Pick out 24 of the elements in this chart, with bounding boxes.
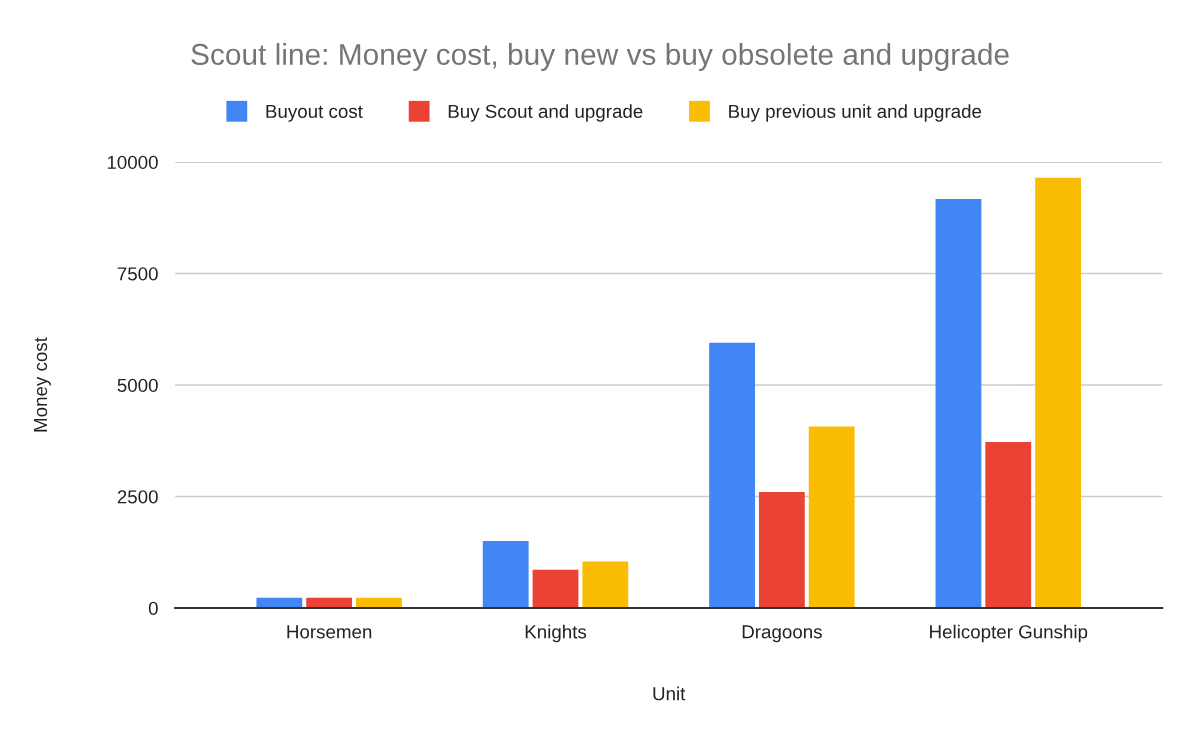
bar bbox=[709, 342, 755, 608]
y-tick-label: 7500 bbox=[117, 267, 158, 281]
bar bbox=[482, 541, 529, 608]
bar bbox=[808, 426, 855, 608]
y-tick-label: 0 bbox=[148, 601, 158, 615]
y-axis-title: Money cost bbox=[34, 337, 51, 432]
y-tick-label: 10000 bbox=[107, 155, 158, 170]
bar bbox=[935, 199, 982, 608]
x-tick-label: Dragoons bbox=[742, 625, 822, 643]
bar bbox=[1035, 177, 1081, 608]
legend-label: Buyout cost bbox=[266, 104, 363, 122]
bar bbox=[582, 561, 629, 608]
x-tick-label: Helicopter Gunship bbox=[930, 624, 1088, 643]
bar bbox=[985, 442, 1032, 608]
legend-label: Buy Scout and upgrade bbox=[448, 104, 643, 122]
bar bbox=[532, 569, 579, 608]
bar bbox=[758, 492, 805, 608]
y-tick-label: 5000 bbox=[117, 378, 158, 392]
legend-label: Buy previous unit and upgrade bbox=[729, 104, 982, 122]
x-tick-label: Knights bbox=[525, 624, 587, 643]
x-axis-title: Unit bbox=[653, 686, 686, 701]
y-tick-label: 2500 bbox=[117, 490, 158, 504]
x-tick-label: Horsemen bbox=[287, 625, 372, 639]
chart-title: Scout line: Money cost, buy new vs buy obsolete and upgrade bbox=[191, 43, 1009, 71]
